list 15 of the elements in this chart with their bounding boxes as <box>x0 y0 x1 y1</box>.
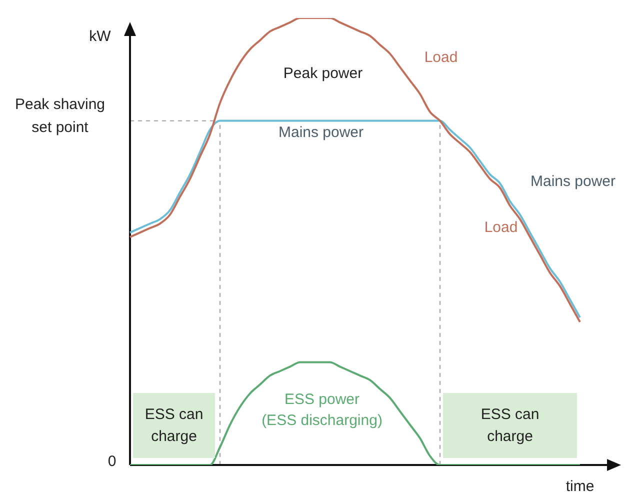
annotation: Peak power <box>283 65 363 82</box>
series-label: Mains power <box>278 124 364 142</box>
ref-line-label: Peak shaving set point <box>14 96 106 136</box>
annotation: (ESS discharging) <box>262 412 382 430</box>
text: 0 <box>108 453 116 470</box>
text: Mains power <box>530 173 616 190</box>
y-axis-title: kW <box>89 28 112 46</box>
x-axis-title: time <box>566 478 594 496</box>
shaded-box: ESS can charge <box>443 393 577 458</box>
annotation: ESS can charge <box>144 404 204 446</box>
shaded-box: ESS can charge <box>133 393 215 458</box>
text: Load <box>424 49 458 66</box>
series-label: ESS power <box>284 391 360 408</box>
annotation: ESS can charge <box>480 404 540 446</box>
series-label: Load <box>484 219 518 236</box>
